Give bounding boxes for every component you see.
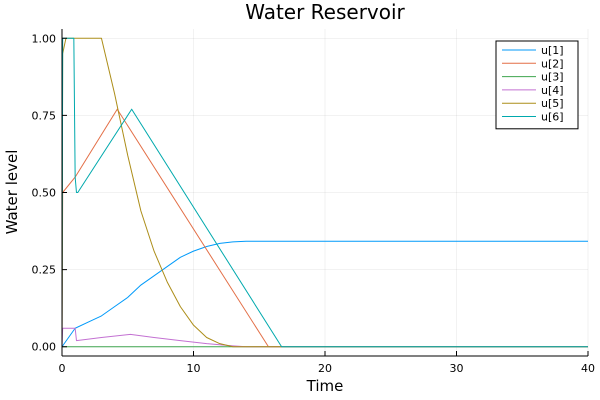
x-tick-label: 20	[318, 362, 332, 375]
x-tick-label: 30	[450, 362, 464, 375]
x-tick-label: 0	[59, 362, 66, 375]
legend-label: u[3]	[541, 71, 564, 84]
legend-box	[495, 40, 579, 130]
chart-title: Water Reservoir	[245, 0, 405, 24]
y-tick-label: 0.75	[32, 109, 57, 122]
y-tick-label: 1.00	[32, 32, 57, 45]
y-tick-label: 0.00	[32, 341, 57, 354]
series-line-5	[61, 37, 588, 348]
legend-label: u[4]	[541, 84, 564, 97]
legend-label: u[5]	[541, 97, 564, 110]
legend-label: u[2]	[541, 57, 564, 70]
series-line-1	[61, 240, 588, 348]
legend: u[1]u[2]u[3]u[4]u[5]u[6]	[495, 40, 579, 130]
axes: 0 10 20 30 40 0.00 0.25 0.50 0.75 1.00	[32, 29, 595, 375]
legend-label: u[1]	[541, 44, 564, 57]
x-axis-title: Time	[306, 377, 344, 395]
y-tick-label: 0.50	[32, 187, 57, 200]
y-axis-title: Water level	[3, 150, 21, 235]
x-tick-label: 10	[187, 362, 201, 375]
legend-label: u[6]	[541, 111, 564, 124]
x-tick-label: 40	[581, 362, 595, 375]
y-tick-label: 0.25	[32, 264, 57, 277]
